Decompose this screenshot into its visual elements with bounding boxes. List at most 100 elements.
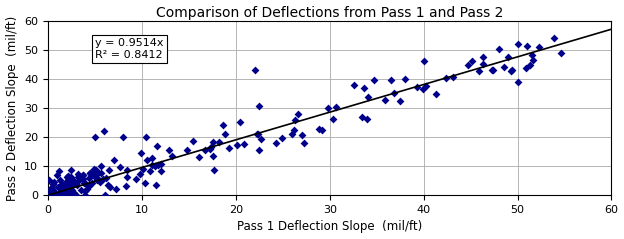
Point [208,154,218,158]
Point [64,192,74,196]
Point [363,95,373,99]
Point [142,158,152,162]
Point [522,44,532,48]
Point [95,179,105,183]
Point [71,193,81,197]
Point [188,139,198,142]
Point [488,68,498,72]
Point [150,164,160,168]
Point [66,175,76,179]
Point [47,193,57,197]
Point [534,45,544,49]
Point [57,193,67,197]
Point [527,53,537,57]
Point [80,189,90,193]
Point [58,187,68,191]
Point [200,148,210,152]
Point [163,148,173,152]
Point [55,184,65,187]
Point [98,177,108,181]
Title: Comparison of Deflections from Pass 1 and Pass 2: Comparison of Deflections from Pass 1 an… [156,5,504,20]
Point [218,124,228,127]
Point [167,154,177,158]
Point [271,141,281,145]
Point [64,193,74,197]
Point [479,62,489,65]
Point [45,190,55,193]
Point [250,68,260,72]
Point [87,181,97,185]
Point [286,132,296,136]
Point [45,193,55,197]
Point [67,188,77,192]
Point [55,178,65,182]
Point [147,157,157,160]
Point [53,185,63,189]
Point [63,174,73,178]
Point [431,92,441,95]
Point [362,117,372,121]
Point [95,180,105,184]
Point [357,115,367,119]
Point [61,181,71,185]
Point [507,68,517,71]
Point [51,192,61,196]
Point [78,173,88,177]
Point [220,132,230,136]
Point [44,193,54,197]
Point [251,132,261,136]
Point [79,177,89,180]
Point [66,168,76,171]
Point [73,172,83,176]
Point [100,193,110,197]
Point [52,193,62,197]
Point [63,193,73,197]
Point [73,175,83,179]
Point [46,193,56,197]
Point [419,60,429,63]
Point [512,80,522,84]
Point [61,192,71,196]
Point [380,98,390,102]
Point [58,186,68,190]
Point [93,171,103,175]
Point [239,142,249,146]
Point [140,181,150,185]
Point [62,175,72,179]
Point [44,193,54,197]
Point [80,182,90,185]
Point [208,168,218,172]
Point [137,152,147,155]
Point [389,91,399,95]
X-axis label: Pass 1 Deflection Slope  (mil/ft): Pass 1 Deflection Slope (mil/ft) [237,220,422,234]
Point [529,58,539,62]
Point [47,188,57,192]
Point [69,179,79,183]
Point [369,78,379,82]
Point [46,193,56,197]
Point [256,137,266,141]
Point [52,193,62,197]
Point [97,172,107,175]
Point [232,143,241,147]
Point [78,173,88,177]
Point [64,187,74,191]
Point [63,193,73,197]
Point [112,187,122,191]
Point [79,181,89,185]
Point [155,169,165,173]
Point [69,191,79,195]
Point [152,144,162,148]
Point [478,54,488,58]
Point [84,184,94,188]
Point [64,180,74,184]
Point [318,128,328,131]
Point [290,118,300,122]
Point [87,172,97,176]
Point [205,147,215,151]
Point [298,141,308,145]
Point [54,169,64,173]
Point [151,183,161,187]
Point [45,193,55,197]
Point [85,171,95,174]
